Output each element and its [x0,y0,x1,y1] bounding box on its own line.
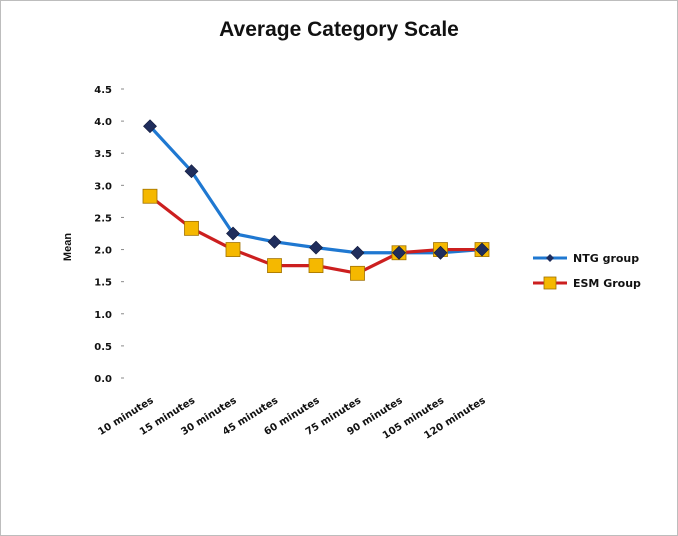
legend: NTG group ESM Group [533,252,641,290]
ntg-group-point [475,242,489,257]
y-tick-label: 0.0 [94,374,112,385]
legend-label: NTG group [573,252,639,265]
esm-group-point [225,242,241,257]
ntg-group-point [267,234,282,249]
ntg-group-point [350,245,365,260]
y-tick-label: 3.5 [94,149,112,160]
legend-marker [543,276,557,290]
legend-marker [546,254,554,262]
esm-group-point [350,265,365,281]
ntg-group-point [309,240,323,255]
series-markers [142,119,490,281]
esm-group-point [184,220,199,236]
y-tick-label: 3.0 [94,181,112,192]
ntg-group-point [392,245,406,260]
ntg-group-point [184,164,199,179]
y-tick-label: 4.0 [94,117,112,128]
y-tick-label: 0.5 [94,342,112,353]
ntg-group-point [226,226,240,241]
y-tick-label: 1.5 [94,278,112,289]
ntg-group-point [433,245,448,260]
y-tick-label: 2.0 [94,246,112,257]
chart-title: Average Category Scale [219,18,459,41]
esm-group-point [308,258,324,274]
y-axis-ticks: 0.0 0.5 1.0 1.5 2.0 2.5 3.0 3.5 4.0 4.5 [94,85,124,385]
ntg-group-point [143,119,157,134]
y-tick-label: 2.5 [94,213,112,224]
y-tick-label: 4.5 [94,85,112,96]
esm-group-point [267,258,282,274]
esm-group-point [142,188,158,204]
legend-label: ESM Group [573,277,641,290]
y-tick-label: 1.0 [94,310,112,321]
y-axis-label: Mean [62,233,74,261]
